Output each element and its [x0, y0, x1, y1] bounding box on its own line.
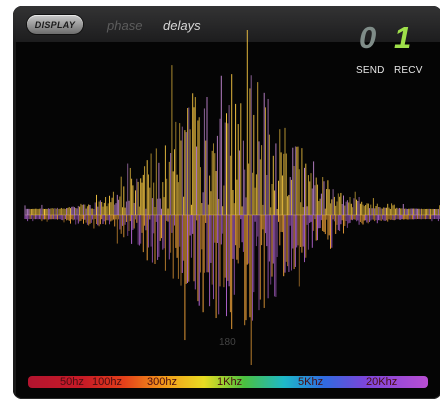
legend-label-100hz: 100hz [92, 376, 122, 388]
legend-label-20khz: 20Khz [366, 376, 398, 388]
legend-label-5khz: 5Khz [298, 376, 324, 388]
legend-label-300hz: 300hz [147, 376, 177, 388]
panel-header [13, 6, 440, 42]
send-label: SEND [356, 65, 385, 76]
display-button[interactable]: DISPLAY [27, 15, 83, 34]
delay-marker-label: 180 [219, 337, 236, 348]
recv-value: 1 [394, 20, 412, 55]
mode-phase-tab[interactable]: phase [107, 18, 143, 33]
recv-label: RECV [394, 65, 423, 76]
legend-label-50hz: 50hz [60, 376, 84, 388]
display-panel: DISPLAY phase delays 0 1 SEND RECV [13, 6, 440, 399]
panel-bevel [13, 42, 16, 399]
frequency-legend-bar: 50hz 100hz 300hz 1Khz 5Khz 20Khz [28, 376, 428, 388]
send-value: 0 [359, 20, 377, 55]
legend-label-1khz: 1Khz [217, 376, 243, 388]
mode-delays-tab[interactable]: delays [163, 18, 201, 33]
